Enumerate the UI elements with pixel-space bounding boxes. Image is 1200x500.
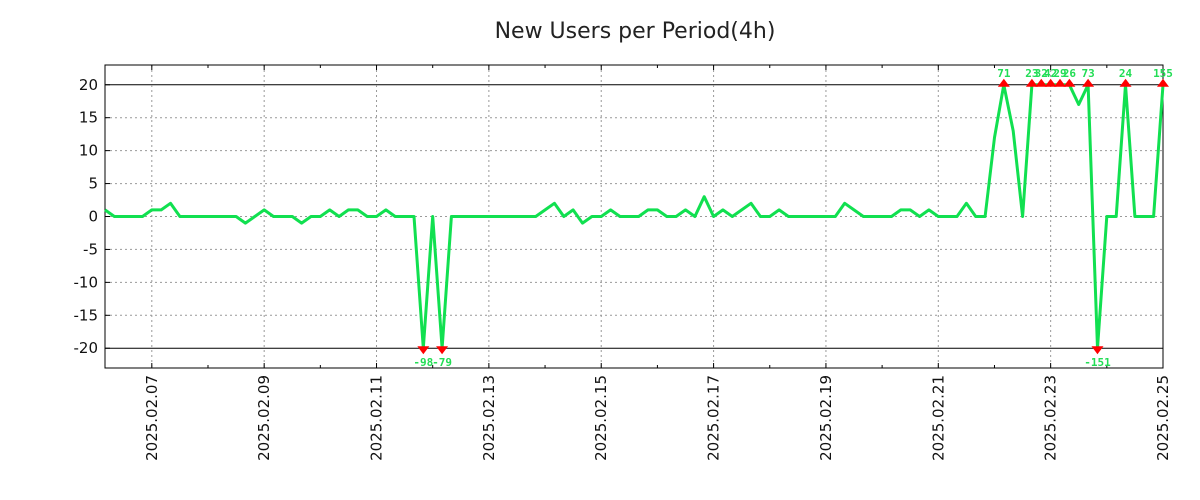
clip-value-label: 23	[1025, 67, 1038, 80]
clip-marker	[1119, 78, 1132, 87]
clip-value-label: 73	[1081, 67, 1094, 80]
x-tick-label: 2025.02.17	[705, 375, 723, 461]
clip-marker	[1054, 78, 1067, 87]
clip-marker	[1157, 78, 1169, 87]
y-tick-label: 5	[88, 175, 98, 193]
clip-value-label: -151	[1084, 356, 1111, 369]
x-tick-label: 2025.02.23	[1042, 375, 1060, 461]
clip-value-label: 24	[1119, 67, 1133, 80]
clip-value-label: 32	[1035, 67, 1048, 80]
clip-marker	[997, 78, 1010, 87]
clip-marker	[1082, 78, 1095, 87]
chart-title: New Users per Period(4h)	[495, 19, 776, 44]
x-tick-label: 2025.02.21	[929, 375, 947, 461]
x-tick-label: 2025.02.15	[592, 375, 610, 461]
clip-marker	[1025, 78, 1038, 87]
clip-marker	[1091, 346, 1104, 355]
x-tick-label: 2025.02.19	[817, 375, 835, 461]
x-tick-label: 2025.02.07	[143, 375, 161, 461]
series-line-new-users	[104, 83, 1165, 350]
clip-marker	[1044, 78, 1057, 87]
y-tick-label: 20	[79, 76, 98, 94]
clip-marker	[436, 346, 449, 355]
clip-value-label: 26	[1063, 67, 1077, 80]
axes: 20 15 10 5 0 -5 -10 -15 -20 2025.02.07 2025.02.09 2…	[74, 64, 1172, 461]
y-tick-label: -10	[74, 273, 99, 291]
clip-marker	[417, 346, 430, 355]
clip-value-label: -79	[432, 356, 452, 369]
clip-marker	[1035, 78, 1048, 87]
y-tick-label: 15	[79, 109, 98, 127]
clip-value-label: 42	[1044, 67, 1057, 80]
x-tick-label: 2025.02.13	[480, 375, 498, 461]
x-tick-label: 2025.02.09	[255, 375, 273, 461]
y-tick-label: -5	[83, 240, 98, 258]
y-tick-label: 0	[88, 208, 98, 226]
x-tick-label: 2025.02.25	[1154, 375, 1172, 461]
series-layer	[104, 83, 1165, 350]
clip-value-label: 29	[1053, 67, 1066, 80]
plot-frame	[104, 64, 1164, 369]
clip-marker	[1063, 78, 1076, 87]
y-tick-label: -15	[74, 306, 99, 324]
clip-value-label: 71	[997, 67, 1011, 80]
clip-value-label: 155	[1153, 67, 1173, 80]
x-tick-label: 2025.02.11	[368, 375, 386, 461]
y-tick-label: 10	[79, 142, 98, 160]
y-tick-label: -20	[74, 339, 99, 357]
clip-value-label: -98	[413, 356, 433, 369]
